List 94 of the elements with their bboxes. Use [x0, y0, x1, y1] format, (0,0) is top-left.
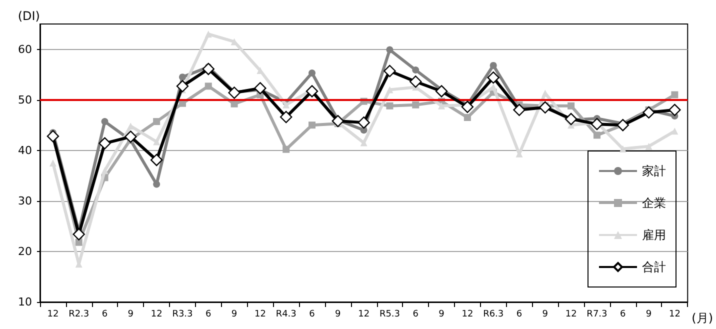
point: [72, 228, 85, 240]
point: [127, 122, 134, 130]
x-tick-label: 9: [335, 310, 342, 320]
x-tick-label: 9: [128, 310, 134, 320]
x-tick-label: R6.3: [483, 310, 504, 320]
x-tick-label: 12: [565, 310, 577, 320]
point: [513, 104, 526, 116]
point: [204, 30, 212, 38]
legend-label: 企業: [642, 196, 666, 210]
point: [230, 100, 238, 108]
point: [386, 46, 394, 54]
x-tick-label: 12: [462, 310, 474, 320]
point: [435, 85, 448, 98]
point: [360, 139, 368, 146]
point: [671, 128, 678, 135]
x-tick-label: 9: [542, 310, 548, 320]
point: [668, 104, 681, 116]
x-tick-label: 12: [668, 310, 680, 320]
point: [386, 86, 394, 94]
x-tick-label: 12: [47, 310, 59, 320]
point: [490, 84, 497, 91]
point: [464, 114, 471, 122]
point: [412, 101, 420, 108]
point: [124, 130, 137, 143]
point: [153, 118, 160, 126]
x-tick-label: 6: [102, 310, 108, 320]
point: [308, 122, 316, 129]
point: [619, 145, 626, 152]
point: [564, 112, 578, 126]
point: [46, 130, 60, 142]
x-tick-label: R7.3: [586, 310, 608, 320]
point: [306, 85, 318, 98]
point: [539, 101, 552, 114]
point: [98, 137, 111, 150]
y-tick-label: 60: [18, 42, 32, 56]
x-tick-label: R5.3: [379, 310, 400, 320]
point: [386, 102, 394, 110]
x-tick-label: 6: [620, 310, 626, 320]
y-tick-label: 50: [18, 93, 32, 106]
x-tick-label: 6: [412, 310, 419, 320]
point: [593, 132, 600, 139]
point: [568, 102, 575, 110]
point: [75, 238, 82, 246]
point: [178, 74, 186, 81]
point: [308, 70, 316, 77]
x-axis-title: (月): [692, 311, 714, 325]
point: [280, 110, 292, 124]
legend-label: 合計: [642, 260, 666, 274]
point: [616, 118, 629, 132]
point: [150, 154, 163, 166]
point: [228, 86, 240, 99]
point: [176, 80, 189, 92]
point: [438, 102, 446, 110]
point: [254, 82, 266, 94]
x-tick-label: R3.3: [172, 310, 193, 320]
point: [645, 142, 652, 150]
y-tick-label: 30: [18, 194, 32, 208]
y-axis-title: (DI): [18, 9, 40, 23]
point: [49, 160, 56, 166]
x-tick-label: R2.3: [68, 310, 90, 320]
x-tick-label: 12: [254, 310, 266, 320]
x-tick-label: 12: [358, 310, 370, 320]
x-tick-label: 9: [438, 310, 445, 320]
point: [642, 106, 655, 119]
point: [204, 82, 212, 90]
point: [590, 118, 604, 130]
x-tick-label: 12: [150, 310, 162, 320]
point: [410, 76, 422, 88]
point: [101, 118, 108, 126]
point: [153, 138, 160, 146]
point: [153, 180, 160, 188]
y-tick-label: 20: [18, 244, 32, 258]
point: [487, 71, 500, 84]
point: [358, 116, 370, 129]
point: [282, 101, 290, 108]
point: [332, 114, 344, 128]
point: [490, 62, 497, 69]
legend-label: 家計: [642, 164, 666, 178]
x-tick-label: 9: [646, 310, 652, 320]
point: [101, 167, 108, 174]
x-tick-label: 6: [309, 310, 316, 320]
point: [384, 64, 396, 78]
legend-label: 雇用: [642, 228, 666, 242]
point: [671, 91, 678, 98]
x-tick-label: 9: [231, 310, 238, 320]
y-tick-label: 40: [18, 144, 32, 157]
x-tick-label: R4.3: [276, 310, 296, 320]
point: [202, 62, 214, 76]
point: [461, 100, 474, 113]
x-tick-label: 6: [516, 310, 522, 320]
x-tick-label: 6: [206, 310, 212, 320]
point: [412, 66, 420, 74]
y-tick-label: 10: [18, 296, 32, 308]
point: [282, 146, 290, 153]
